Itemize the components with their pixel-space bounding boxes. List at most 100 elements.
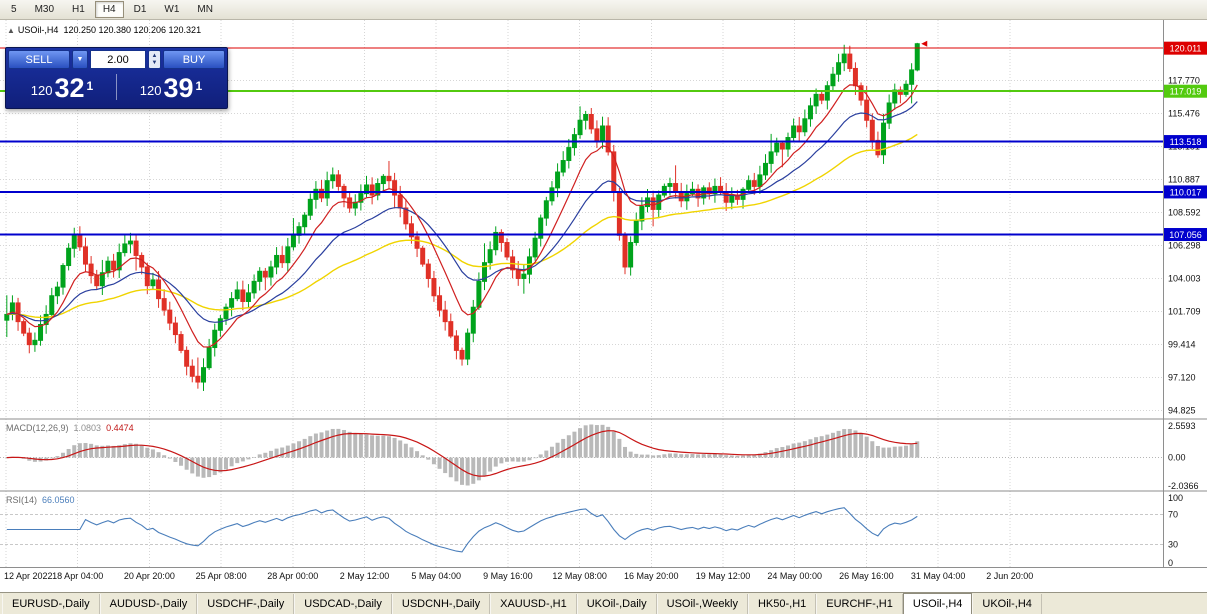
ask-prefix: 120 xyxy=(139,82,162,98)
candle-body xyxy=(420,247,426,265)
tab-ukoil-daily[interactable]: UKOil-,Daily xyxy=(576,594,657,614)
candle-body xyxy=(133,240,139,256)
ask-big-digits: 39 xyxy=(163,72,194,103)
macd-histogram-bar xyxy=(145,447,150,458)
ask-price[interactable]: 120 39 1 xyxy=(118,72,224,103)
tab-usdcnh-daily[interactable]: USDCNH-,Daily xyxy=(391,594,491,614)
macd-histogram-bar xyxy=(510,457,515,462)
candle-body xyxy=(105,260,111,274)
tab-ukoil-h4[interactable]: UKOil-,H4 xyxy=(972,594,1042,614)
chart-canvas[interactable]: 12 Apr 2022 18 Apr 04:00 20 Apr 20:00 25 Ap… xyxy=(0,20,1207,592)
macd-histogram-bar xyxy=(870,441,875,458)
candle-body xyxy=(369,184,375,196)
macd-histogram-bar xyxy=(162,455,167,458)
time-label: 12 May 08:00 xyxy=(552,571,607,581)
candle-body xyxy=(66,247,72,267)
period-5[interactable]: 5 xyxy=(11,4,17,15)
tab-usoil-h4[interactable]: USOil-,H4 xyxy=(902,593,973,614)
macd-histogram-bar xyxy=(656,455,661,458)
candle-body xyxy=(425,263,431,279)
macd-histogram-bar xyxy=(454,457,459,482)
tab-usoil-weekly[interactable]: USOil-,Weekly xyxy=(656,594,748,614)
candle-body xyxy=(172,322,178,336)
candle-body xyxy=(88,263,94,277)
macd-histogram-bar xyxy=(797,442,802,458)
stepper-down-icon[interactable]: ▼ xyxy=(151,59,158,66)
macd-histogram-bar xyxy=(471,457,476,484)
period-M30[interactable]: M30 xyxy=(34,4,55,15)
tab-xauusd-h1[interactable]: XAUUSD-,H1 xyxy=(490,594,577,614)
macd-histogram-bar xyxy=(544,450,549,458)
candle-body xyxy=(616,191,622,236)
candle-body xyxy=(858,85,864,101)
price-badge xyxy=(1164,228,1207,242)
volume-stepper[interactable]: ▲ ▼ xyxy=(148,50,161,69)
macd-histogram-bar xyxy=(488,457,493,472)
candle-body xyxy=(26,332,32,346)
candle-body xyxy=(116,252,122,271)
macd-histogram-bar xyxy=(898,446,903,458)
candle-body xyxy=(397,194,403,209)
candle-body xyxy=(538,217,544,239)
candle-body xyxy=(712,185,718,195)
macd-histogram-bar xyxy=(212,457,217,476)
candle-body xyxy=(841,53,847,64)
macd-histogram-bar xyxy=(319,432,324,458)
macd-histogram-bar xyxy=(690,453,695,458)
period-D1[interactable]: D1 xyxy=(133,4,147,15)
candle-body xyxy=(335,174,341,187)
volume-input[interactable] xyxy=(90,50,146,69)
candle-body xyxy=(15,302,21,323)
macd-histogram-bar xyxy=(639,454,644,458)
tab-eurusd-daily[interactable]: EURUSD-,Daily xyxy=(2,594,100,614)
macd-histogram-bar xyxy=(555,442,560,458)
macd-histogram-bar xyxy=(617,438,622,458)
price-axis-label: 108.592 xyxy=(1168,207,1201,217)
candle-body xyxy=(622,234,628,268)
tab-usdcad-daily[interactable]: USDCAD-,Daily xyxy=(294,594,392,614)
stepper-up-icon[interactable]: ▲ xyxy=(151,52,158,59)
macd-histogram-bar xyxy=(252,456,257,458)
volume-dropdown[interactable]: ▼ xyxy=(72,50,88,69)
period-MN[interactable]: MN xyxy=(197,4,213,15)
macd-histogram-bar xyxy=(881,447,886,458)
candle-body xyxy=(785,137,791,150)
price-badge-value: 113.518 xyxy=(1170,137,1202,147)
period-H4[interactable]: H4 xyxy=(94,1,124,18)
candle-body xyxy=(914,43,920,71)
candle-body xyxy=(791,125,797,139)
tab-eurchf-h1[interactable]: EURCHF-,H1 xyxy=(816,594,903,614)
candle-body xyxy=(909,69,915,85)
candle-body xyxy=(515,269,521,279)
tab-usdchf-daily[interactable]: USDCHF-,Daily xyxy=(197,594,295,614)
candle-body xyxy=(21,321,27,334)
price-badge xyxy=(1164,135,1207,149)
candle-body xyxy=(60,265,66,288)
price-badge-value: 120.011 xyxy=(1170,44,1202,54)
buy-button[interactable]: BUY xyxy=(163,50,225,69)
macd-histogram-bar xyxy=(431,457,436,465)
candle-body xyxy=(161,298,167,311)
sell-button[interactable]: SELL xyxy=(8,50,70,69)
period-W1[interactable]: W1 xyxy=(164,4,180,15)
macd-histogram-bar xyxy=(493,457,498,467)
macd-histogram-bar xyxy=(684,454,689,458)
tab-hk50-h1[interactable]: HK50-,H1 xyxy=(747,594,817,614)
period-H1[interactable]: H1 xyxy=(72,4,85,15)
bid-price[interactable]: 120 32 1 xyxy=(9,74,115,102)
candle-body xyxy=(324,180,330,199)
candle-body xyxy=(257,270,263,282)
time-label: 16 May 20:00 xyxy=(624,571,679,581)
macd-histogram-bar xyxy=(403,443,408,458)
candle-body xyxy=(869,119,875,141)
tab-audusd-daily[interactable]: AUDUSD-,Daily xyxy=(99,594,198,614)
rsi-axis-label: 0 xyxy=(1168,558,1173,568)
macd-histogram-bar xyxy=(223,457,228,470)
macd-histogram-bar xyxy=(89,443,94,458)
macd-axis-label: 0.00 xyxy=(1168,453,1186,463)
grid-layer: 12 Apr 2022 18 Apr 04:00 20 Apr 20:00 25 Ap… xyxy=(0,20,1201,581)
macd-histogram-bar xyxy=(600,424,605,458)
candle-body xyxy=(217,318,223,331)
candle-body xyxy=(392,180,398,196)
candle-body xyxy=(493,231,499,251)
